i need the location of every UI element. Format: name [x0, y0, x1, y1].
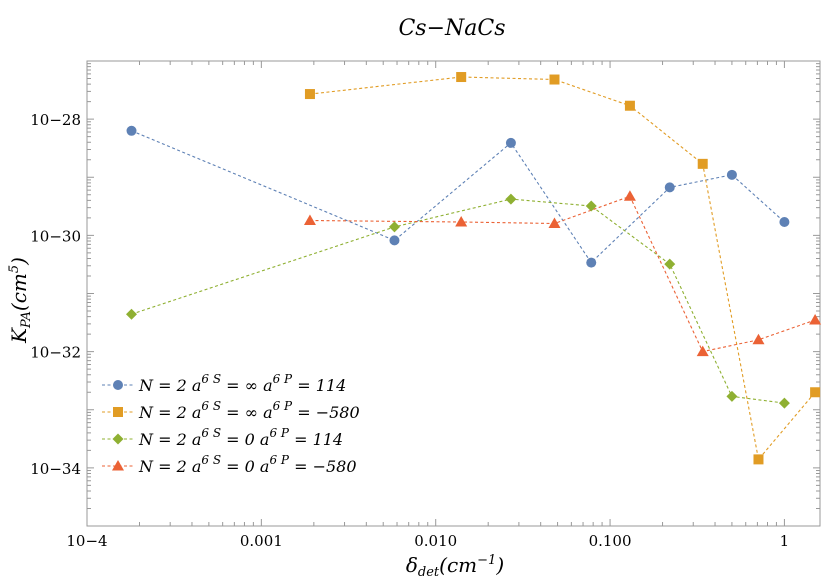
series-2-point	[810, 387, 821, 398]
series-4-point	[623, 190, 636, 201]
series-2-point	[549, 74, 560, 85]
series-line-2	[309, 76, 816, 461]
x-tick-label: 10−4	[66, 532, 107, 550]
legend-marker-4	[112, 460, 124, 471]
series-4-point	[809, 314, 822, 325]
series-4-point	[752, 333, 765, 345]
y-axis-title: KPA(cm5)	[7, 257, 34, 344]
series-2-point	[456, 72, 467, 83]
series-1-point	[586, 257, 597, 268]
series-1-point	[726, 169, 737, 180]
series-3-point	[585, 200, 597, 212]
series-1-point	[664, 182, 675, 193]
x-tick-label: 1	[780, 532, 790, 550]
series-4-point	[303, 214, 316, 226]
legend-marker-3	[112, 433, 124, 445]
axis-ticks: 10−4 0.001 0.010 0.100 1 10−28 10−30 10−32 10−34	[30, 61, 820, 550]
series-1-point	[505, 137, 516, 148]
legend: N = 2 a6 S = ∞ a6 P = 114 N = 2 a6 S = ∞ …	[102, 372, 360, 476]
series-2-point	[304, 89, 315, 100]
series-3-point	[664, 258, 676, 270]
y-tick-label: 10−30	[30, 227, 81, 245]
series-2-point	[753, 454, 764, 465]
legend-label-2: N = 2 a6 S = ∞ a6 P = −580	[138, 399, 360, 422]
series-3-point	[726, 390, 738, 402]
series-line-3	[131, 198, 785, 404]
x-axis-title: δdet(cm−1)	[406, 553, 504, 580]
series-2-point	[624, 100, 635, 111]
x-tick-label: 0.010	[414, 532, 457, 550]
y-tick-label: 10−28	[30, 111, 81, 129]
legend-label-4: N = 2 a6 S = 0 a6 P = −580	[138, 453, 357, 476]
x-tick-label: 0.001	[240, 532, 283, 550]
legend-marker-1	[113, 380, 123, 390]
legend-label-1: N = 2 a6 S = ∞ a6 P = 114	[138, 372, 346, 395]
legend-marker-2	[113, 407, 123, 417]
series-3-point	[388, 221, 400, 233]
series-3-point	[126, 308, 138, 320]
series-1-point	[779, 216, 790, 227]
series-2-point	[697, 158, 708, 169]
x-tick-label: 0.100	[589, 532, 632, 550]
series-4-point	[455, 215, 468, 227]
series-3-point	[505, 193, 517, 205]
series-3-point	[778, 397, 790, 409]
y-tick-label: 10−32	[30, 344, 81, 362]
series-markers	[126, 72, 822, 465]
series-4-point	[696, 345, 709, 357]
series-4-point	[548, 217, 561, 229]
series-1-point	[126, 125, 137, 136]
legend-label-3: N = 2 a6 S = 0 a6 P = 114	[138, 426, 343, 449]
y-tick-label: 10−34	[30, 460, 81, 478]
chart-title: Cs−NaCs	[398, 16, 505, 41]
series-1-point	[389, 235, 400, 246]
